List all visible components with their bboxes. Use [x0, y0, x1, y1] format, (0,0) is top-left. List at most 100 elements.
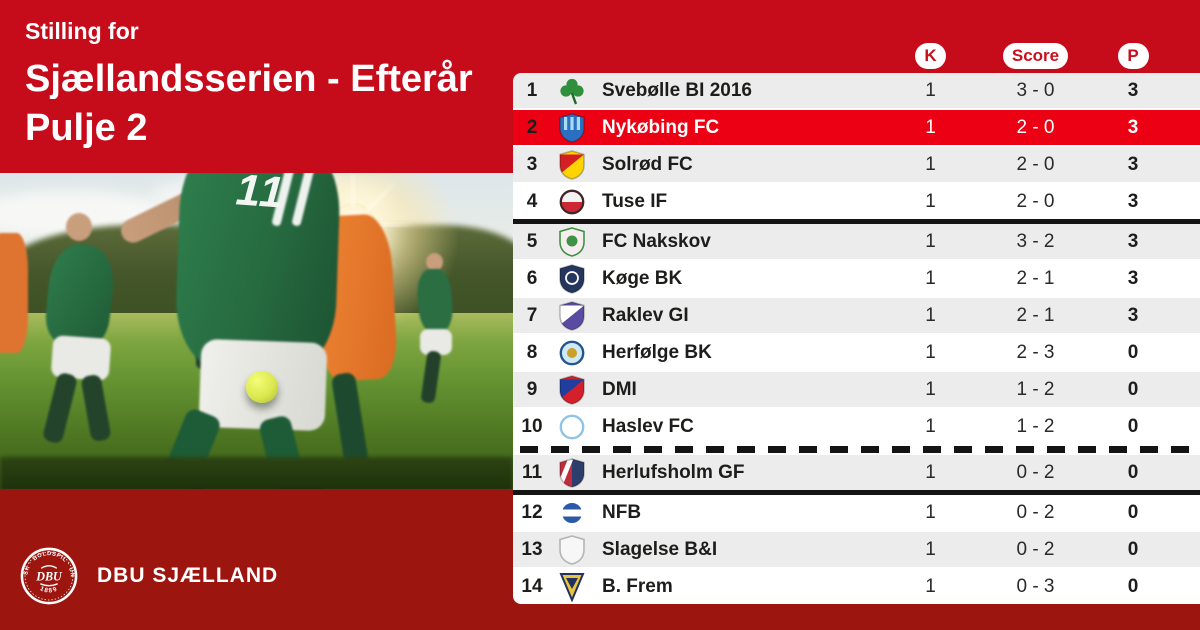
score-value: 0 - 2	[1016, 501, 1055, 523]
brand: DANSK · BOLDSPIL · UNION 1889 DBU DBU SJ…	[20, 547, 278, 605]
score-value: 2 - 0	[1016, 190, 1055, 212]
points-value: 0	[1127, 575, 1139, 597]
matches-value: 1	[925, 190, 936, 212]
team-crest-cell	[551, 457, 593, 488]
brand-name: DBU SJÆLLAND	[97, 564, 279, 587]
promotion-line	[513, 219, 1200, 224]
team-crest-cell	[551, 149, 593, 180]
points-value: 0	[1127, 461, 1139, 483]
promotion-line	[513, 490, 1200, 495]
table-row: 10 Haslev FC 1 1 - 2 0	[513, 409, 1200, 444]
position: 5	[526, 230, 538, 252]
team-crest	[559, 572, 585, 602]
team-name: DMI	[602, 378, 637, 400]
matches-value: 1	[925, 501, 936, 523]
matches-value: 1	[925, 153, 936, 175]
team-crest	[559, 340, 585, 365]
matches-value: 1	[925, 378, 936, 400]
dbu-logo-center: DBU	[35, 569, 63, 583]
points-value: 3	[1127, 267, 1139, 289]
position: 11	[521, 461, 543, 483]
team-name: FC Nakskov	[602, 230, 711, 252]
team-crest	[559, 263, 585, 294]
score-value: 1 - 2	[1016, 415, 1055, 437]
relegation-line	[513, 444, 1200, 455]
table-row: 11 Herlufsholm GF 1 0 - 2 0	[513, 455, 1200, 490]
table-body: 1 Svebølle BI 2016 1 3 - 0 3 2 Nykøbing FC 1 2 …	[513, 73, 1200, 604]
player-right-head	[426, 253, 443, 271]
team-name: Haslev FC	[602, 415, 694, 437]
table-row: 5 FC Nakskov 1 3 - 2 3	[513, 224, 1200, 261]
matches-value: 1	[925, 116, 936, 138]
points-value: 3	[1127, 304, 1139, 326]
table-row: 9 DMI 1 1 - 2 0	[513, 372, 1200, 409]
page-title: Sjællandsserien - Efterår Pulje 2	[25, 55, 473, 153]
team-crest	[559, 149, 585, 180]
team-name: Køge BK	[602, 267, 683, 289]
score-value: 2 - 0	[1016, 153, 1055, 175]
table-row: 4 Tuse IF 1 2 - 0 3	[513, 184, 1200, 219]
points-value: 3	[1127, 190, 1139, 212]
player-orange-bib-left	[0, 233, 28, 353]
team-crest-cell	[551, 498, 593, 528]
position: 10	[521, 415, 543, 437]
team-crest	[559, 189, 585, 214]
team-crest-cell	[551, 187, 593, 217]
team-crest	[559, 112, 585, 143]
position: 1	[526, 79, 538, 101]
jersey-number: 11	[234, 173, 288, 218]
team-name: Slagelse B&I	[602, 538, 718, 560]
team-name: Raklev GI	[602, 304, 689, 326]
matches-value: 1	[925, 575, 936, 597]
points-value: 0	[1127, 501, 1139, 523]
score-value: 0 - 3	[1016, 575, 1055, 597]
standings-table: K Score P 1 Svebølle BI 2016 1 3 - 0 3 2 Nykø…	[513, 43, 1200, 604]
score-value: 2 - 1	[1016, 267, 1055, 289]
column-header-k: K	[915, 43, 946, 69]
table-row: 14 B. Frem 1 0 - 3 0	[513, 569, 1200, 604]
matches-value: 1	[925, 267, 936, 289]
table-row: 12 NFB 1 0 - 2 0	[513, 495, 1200, 532]
team-crest	[559, 374, 585, 405]
score-value: 1 - 2	[1016, 378, 1055, 400]
team-crest-cell	[551, 112, 593, 143]
page-title-line1: Sjællandsserien - Efterår	[25, 58, 473, 100]
score-value: 2 - 1	[1016, 304, 1055, 326]
table-row: 7 Raklev GI 1 2 - 1 3	[513, 298, 1200, 335]
points-value: 0	[1127, 415, 1139, 437]
team-crest-cell	[551, 300, 593, 331]
bushes	[0, 457, 513, 489]
team-crest-cell	[551, 374, 593, 405]
team-crest	[559, 226, 585, 257]
position: 13	[521, 538, 543, 560]
team-crest-cell	[551, 534, 593, 565]
position: 14	[521, 575, 543, 597]
team-name: Herlufsholm GF	[602, 461, 745, 483]
matches-value: 1	[925, 461, 936, 483]
team-crest-cell	[551, 226, 593, 257]
points-value: 3	[1127, 230, 1139, 252]
team-name: Svebølle BI 2016	[602, 79, 752, 101]
table-row: 6 Køge BK 1 2 - 1 3	[513, 261, 1200, 298]
position: 7	[526, 304, 538, 326]
pretitle: Stilling for	[25, 18, 139, 44]
team-crest	[559, 534, 585, 565]
points-value: 0	[1127, 378, 1139, 400]
table-header: K Score P	[513, 43, 1200, 69]
matches-value: 1	[925, 415, 936, 437]
team-crest-cell	[551, 572, 593, 602]
team-name: Tuse IF	[602, 190, 668, 212]
team-crest	[559, 414, 585, 439]
matches-value: 1	[925, 230, 936, 252]
page-title-line2: Pulje 2	[25, 107, 148, 149]
match-photo: 11	[0, 173, 513, 489]
dbu-logo: DANSK · BOLDSPIL · UNION 1889 DBU	[20, 547, 78, 605]
points-value: 0	[1127, 538, 1139, 560]
dbu-logo-year: 1889	[39, 585, 58, 594]
header: Stilling for Sjællandsserien - Efterår P…	[25, 18, 473, 153]
score-value: 3 - 0	[1016, 79, 1055, 101]
points-value: 0	[1127, 341, 1139, 363]
score-value: 2 - 0	[1016, 116, 1055, 138]
column-header-score: Score	[1002, 43, 1069, 69]
team-crest	[560, 78, 584, 104]
